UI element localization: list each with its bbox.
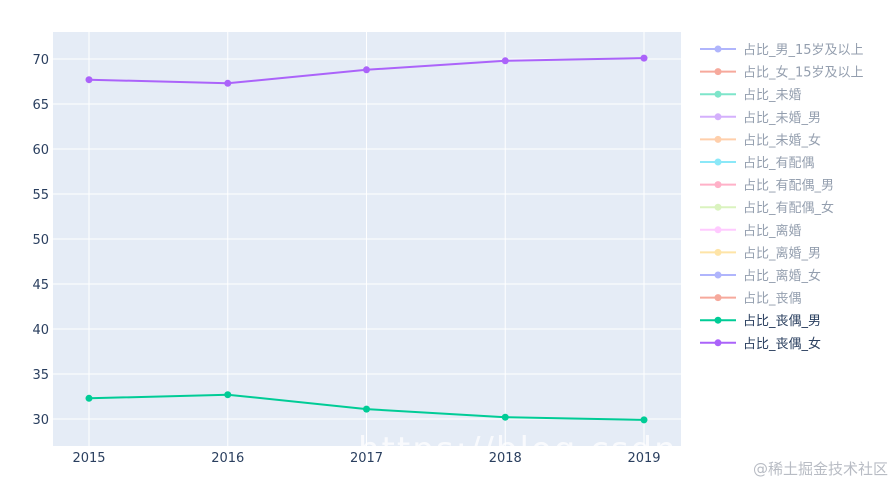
legend-item[interactable]: 占比_有配偶_女: [700, 200, 834, 216]
legend-label: 占比_离婚_女: [743, 268, 821, 284]
legend-label: 占比_有配偶_男: [743, 179, 834, 194]
x-tick-label: 2015: [72, 451, 105, 466]
legend-item[interactable]: 占比_未婚: [700, 88, 802, 103]
site-watermark: @稀土掘金技术社区: [752, 460, 888, 478]
grid: [53, 32, 681, 446]
legend-label: 占比_丧偶: [743, 292, 802, 307]
y-tick-label: 70: [32, 53, 49, 68]
data-point[interactable]: [501, 413, 509, 421]
x-tick-label: 2017: [350, 451, 383, 466]
legend-marker: [714, 339, 722, 347]
data-point[interactable]: [501, 57, 509, 65]
data-point[interactable]: [363, 66, 370, 74]
legend-label: 占比_离婚: [743, 223, 802, 239]
data-point[interactable]: [640, 416, 648, 424]
y-tick-label: 35: [32, 368, 49, 383]
legend-marker: [714, 294, 722, 302]
data-point[interactable]: [363, 405, 370, 413]
legend-item[interactable]: 占比_丧偶_男: [700, 314, 821, 329]
legend-label: 占比_男_15岁及以上: [743, 43, 864, 58]
legend-label: 占比_离婚_男: [743, 245, 821, 261]
data-point[interactable]: [640, 54, 648, 62]
legend-marker: [714, 248, 722, 256]
legend-marker: [714, 181, 722, 189]
legend-item[interactable]: 占比_丧偶: [700, 292, 802, 307]
legend-label: 占比_丧偶_男: [743, 314, 821, 329]
x-axis: 2015 2016 2017 2018 2019: [72, 451, 660, 466]
legend-marker: [714, 113, 722, 121]
y-tick-label: 65: [32, 98, 49, 113]
legend-item[interactable]: 占比_离婚: [700, 223, 802, 239]
data-point[interactable]: [224, 79, 232, 87]
legend-marker: [714, 271, 722, 279]
legend-item[interactable]: 占比_离婚_男: [700, 245, 821, 261]
legend-marker: [714, 158, 722, 166]
y-tick-label: 30: [32, 413, 49, 428]
legend-item[interactable]: 占比_女_15岁及以上: [700, 65, 864, 81]
legend-label: 占比_有配偶: [743, 156, 815, 171]
series-lines: [85, 54, 648, 424]
y-tick-label: 45: [32, 278, 49, 293]
legend-marker: [714, 90, 722, 98]
x-tick-label: 2018: [489, 451, 522, 466]
y-axis: 30 35 40 45 50 55 60 65 70: [32, 53, 49, 428]
series-2: [85, 54, 648, 87]
legend-item[interactable]: 占比_男_15岁及以上: [700, 43, 864, 58]
legend-marker: [714, 226, 722, 234]
legend-item[interactable]: 占比_有配偶: [700, 156, 815, 171]
legend-label: 占比_女_15岁及以上: [743, 65, 864, 81]
legend-marker: [714, 68, 722, 76]
legend-label: 占比_未婚_男: [743, 111, 821, 126]
y-tick-label: 55: [32, 188, 49, 203]
overlay-watermark: https://blog.csdn.net: [358, 430, 688, 452]
legend-item[interactable]: 占比_未婚_女: [700, 132, 821, 148]
legend-label: 占比_未婚_女: [743, 132, 821, 148]
legend-marker: [714, 45, 722, 53]
x-tick-label: 2016: [211, 451, 244, 466]
legend-marker: [714, 316, 722, 324]
legend-marker: [714, 203, 722, 211]
x-tick-label: 2019: [627, 451, 660, 466]
y-tick-label: 40: [32, 323, 49, 338]
legend-marker: [714, 135, 722, 143]
y-tick-label: 50: [32, 233, 49, 248]
legend-label: 占比_丧偶_女: [743, 336, 821, 352]
data-point[interactable]: [85, 76, 93, 84]
legend-item[interactable]: 占比_未婚_男: [700, 111, 821, 126]
legend[interactable]: 占比_男_15岁及以上占比_女_15岁及以上占比_未婚占比_未婚_男占比_未婚_…: [700, 43, 864, 352]
series-1: [85, 391, 648, 424]
legend-item[interactable]: 占比_丧偶_女: [700, 336, 821, 352]
legend-item[interactable]: 占比_离婚_女: [700, 268, 821, 284]
legend-label: 占比_有配偶_女: [743, 200, 834, 216]
y-tick-label: 60: [32, 143, 49, 158]
data-point[interactable]: [85, 394, 93, 402]
data-point[interactable]: [224, 391, 232, 399]
legend-item[interactable]: 占比_有配偶_男: [700, 179, 834, 194]
legend-label: 占比_未婚: [743, 88, 802, 103]
